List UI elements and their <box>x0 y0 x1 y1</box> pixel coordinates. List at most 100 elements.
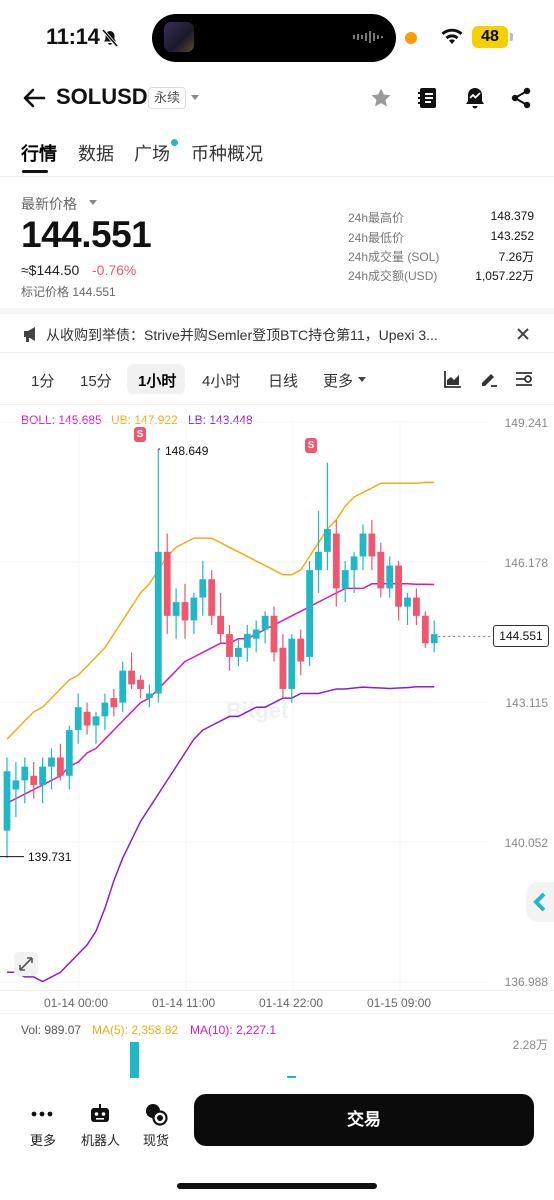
tab-data[interactable]: 数据 <box>78 144 114 164</box>
candle-down <box>128 670 135 685</box>
candle-down <box>57 757 64 776</box>
candle-up <box>404 597 411 607</box>
price-change-percent: -0.76% <box>92 262 137 278</box>
x-axis-label: 01-14 11:00 <box>152 996 216 1010</box>
interval-4h[interactable]: 4小时 <box>202 373 241 390</box>
y-axis-label: 146.178 <box>504 556 548 570</box>
legend-lb: LB: 143.448 <box>188 413 253 427</box>
notebook-icon[interactable] <box>417 86 439 110</box>
interval-1m[interactable]: 1分 <box>31 373 55 390</box>
candle-down <box>181 602 189 621</box>
recording-indicator <box>405 32 417 44</box>
battery-level: 48 <box>472 26 508 48</box>
x-axis-label: 01-15 09:00 <box>367 996 432 1010</box>
active-tab-indicator <box>22 170 48 173</box>
stat-turnover-value: 1,057.22万 <box>475 269 534 283</box>
megaphone-icon <box>24 327 35 342</box>
drawing-tool-icon[interactable] <box>479 369 499 389</box>
usd-equivalent: ≈$144.50 <box>21 262 80 278</box>
candle-up <box>92 716 100 726</box>
candle-down <box>368 533 376 557</box>
candle-up <box>235 647 242 657</box>
candle-up <box>306 570 313 657</box>
interval-1h[interactable]: 1小时 <box>138 373 177 390</box>
side-panel-toggle-icon[interactable] <box>520 882 554 922</box>
more-button-label[interactable]: 更多 <box>30 1133 57 1148</box>
current-price-tag: 144.551 <box>493 625 549 647</box>
candlestick-chart[interactable] <box>0 420 554 990</box>
candle-down <box>217 615 224 635</box>
x-axis-label: 01-14 22:00 <box>259 996 324 1010</box>
interval-active-bg <box>127 364 185 394</box>
sell-signal-badge[interactable]: S <box>305 438 317 453</box>
trade-button[interactable]: 交易 <box>194 1094 534 1146</box>
robot-icon[interactable] <box>88 1102 112 1126</box>
robot-button-label[interactable]: 机器人 <box>81 1133 121 1148</box>
indicator-settings-icon[interactable] <box>515 370 533 388</box>
candle-up <box>65 730 73 776</box>
volume-axis-max: 2.28万 <box>512 1038 548 1052</box>
tabs-divider <box>0 176 554 177</box>
x-axis-line <box>0 990 554 991</box>
candle-down <box>297 638 305 662</box>
candle-down <box>332 533 340 589</box>
y-axis-label: 136.988 <box>504 975 548 989</box>
fullscreen-icon[interactable] <box>14 952 38 976</box>
candle-down <box>377 551 385 589</box>
interval-15m[interactable]: 15分 <box>80 373 112 390</box>
candle-up <box>386 565 394 589</box>
symbol-dropdown-icon[interactable] <box>191 95 199 100</box>
last-price-label[interactable]: 最新价格 <box>21 196 77 212</box>
close-icon[interactable] <box>517 328 529 340</box>
tab-coin-overview[interactable]: 币种概况 <box>191 144 263 164</box>
interval-more-caret-icon[interactable] <box>358 377 366 382</box>
back-arrow-icon[interactable] <box>22 87 46 109</box>
sell-signal-badge[interactable]: S <box>134 427 146 442</box>
wifi-icon <box>441 28 463 44</box>
bell-muted-icon <box>101 29 119 47</box>
stat-volume-label: 24h成交量 (SOL) <box>348 250 440 264</box>
share-icon[interactable] <box>510 87 532 109</box>
price-alert-bell-icon[interactable] <box>463 86 487 110</box>
candle-down <box>413 597 420 616</box>
battery-cap <box>510 33 513 41</box>
ticker-divider <box>0 352 554 353</box>
new-content-dot <box>171 139 178 146</box>
spot-coins-icon[interactable] <box>144 1102 168 1126</box>
volume-ma5: MA(5): 2,358.82 <box>92 1023 179 1037</box>
candle-up <box>430 634 438 644</box>
section-separator <box>0 308 554 314</box>
candle-down <box>83 711 91 726</box>
candle-up <box>48 757 55 767</box>
tab-market[interactable]: 行情 <box>21 144 57 164</box>
interval-more[interactable]: 更多 <box>323 373 354 390</box>
candle-up <box>146 693 153 699</box>
candle-up <box>39 766 46 785</box>
price-type-dropdown-icon[interactable] <box>89 200 97 205</box>
candle-up <box>3 771 11 831</box>
y-axis-label: 143.115 <box>505 696 549 710</box>
candle-up <box>315 551 322 571</box>
tab-square[interactable]: 广场 <box>134 144 170 164</box>
volume-bar <box>130 1042 139 1085</box>
stat-low-label: 24h最低价 <box>348 231 405 245</box>
symbol-title[interactable]: SOLUSD <box>56 84 148 109</box>
candle-up <box>341 570 349 589</box>
candle-up <box>21 766 29 781</box>
favorite-star-icon[interactable] <box>370 87 392 109</box>
spot-button-label[interactable]: 现货 <box>143 1133 170 1148</box>
candle-up <box>252 629 260 639</box>
lb-line <box>7 685 435 983</box>
news-ticker[interactable]: 从收购到举债：Strive并购Semler登顶BTC持仓第11，Upexi 3.… <box>46 327 438 343</box>
candle-up <box>190 597 198 621</box>
legend-boll: BOLL: 145.685 <box>21 413 102 427</box>
candle-up <box>243 634 251 648</box>
chart-type-icon[interactable] <box>444 370 462 388</box>
candle-down <box>163 551 171 616</box>
stat-turnover-label: 24h成交额(USD) <box>348 269 438 283</box>
more-icon[interactable] <box>30 1102 54 1126</box>
interval-1d[interactable]: 日线 <box>268 373 299 390</box>
candle-down <box>270 615 278 653</box>
stat-volume-value: 7.26万 <box>498 250 534 264</box>
now-playing-artwork <box>164 22 194 52</box>
